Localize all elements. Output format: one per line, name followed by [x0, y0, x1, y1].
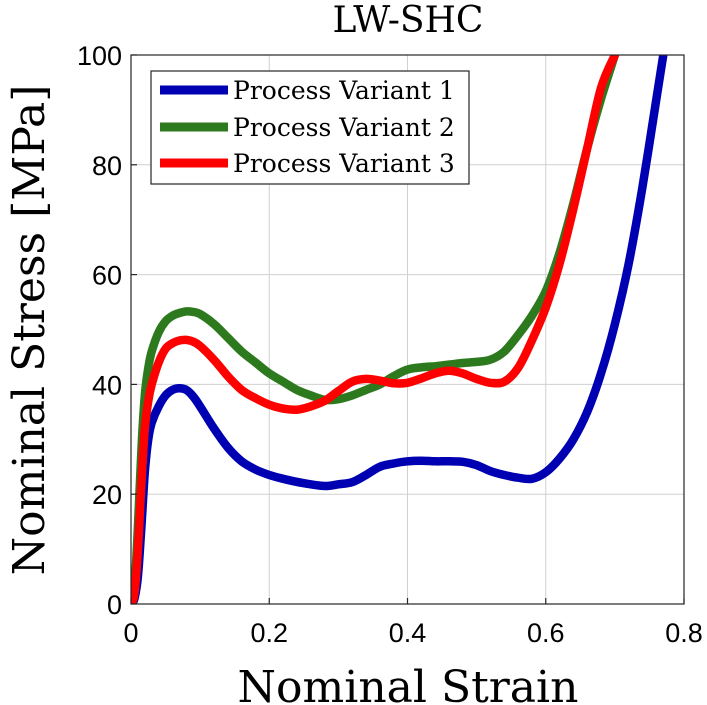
y-tick-label: 60 [92, 261, 122, 291]
x-tick-label: 0.6 [527, 618, 565, 648]
series-line-2 [131, 55, 620, 604]
y-tick-label: 100 [77, 41, 122, 71]
legend-label-1: Process Variant 1 [233, 76, 455, 105]
legend: Process Variant 1 Process Variant 2 Proc… [150, 70, 470, 185]
series-group [131, 55, 668, 604]
x-tick-label: 0 [123, 618, 138, 648]
axis-ticks: 0 0.2 0.4 0.6 0.8 0 20 40 60 80 100 [77, 41, 703, 648]
x-axis-label: Nominal Strain [238, 662, 579, 705]
x-tick-label: 0.8 [665, 618, 703, 648]
x-tick-label: 0.4 [389, 618, 427, 648]
y-tick-label: 40 [92, 370, 122, 400]
legend-label-2: Process Variant 2 [233, 113, 455, 142]
x-tick-label: 0.2 [250, 618, 288, 648]
y-axis-label: Nominal Stress [MPa] [4, 85, 55, 576]
y-tick-label: 0 [107, 590, 122, 620]
legend-label-3: Process Variant 3 [233, 149, 455, 178]
series-line-3 [131, 55, 620, 604]
series-line-1 [131, 55, 668, 604]
chart-title: LW-SHC [333, 0, 484, 41]
y-tick-label: 20 [92, 480, 122, 510]
y-tick-label: 80 [92, 151, 122, 181]
